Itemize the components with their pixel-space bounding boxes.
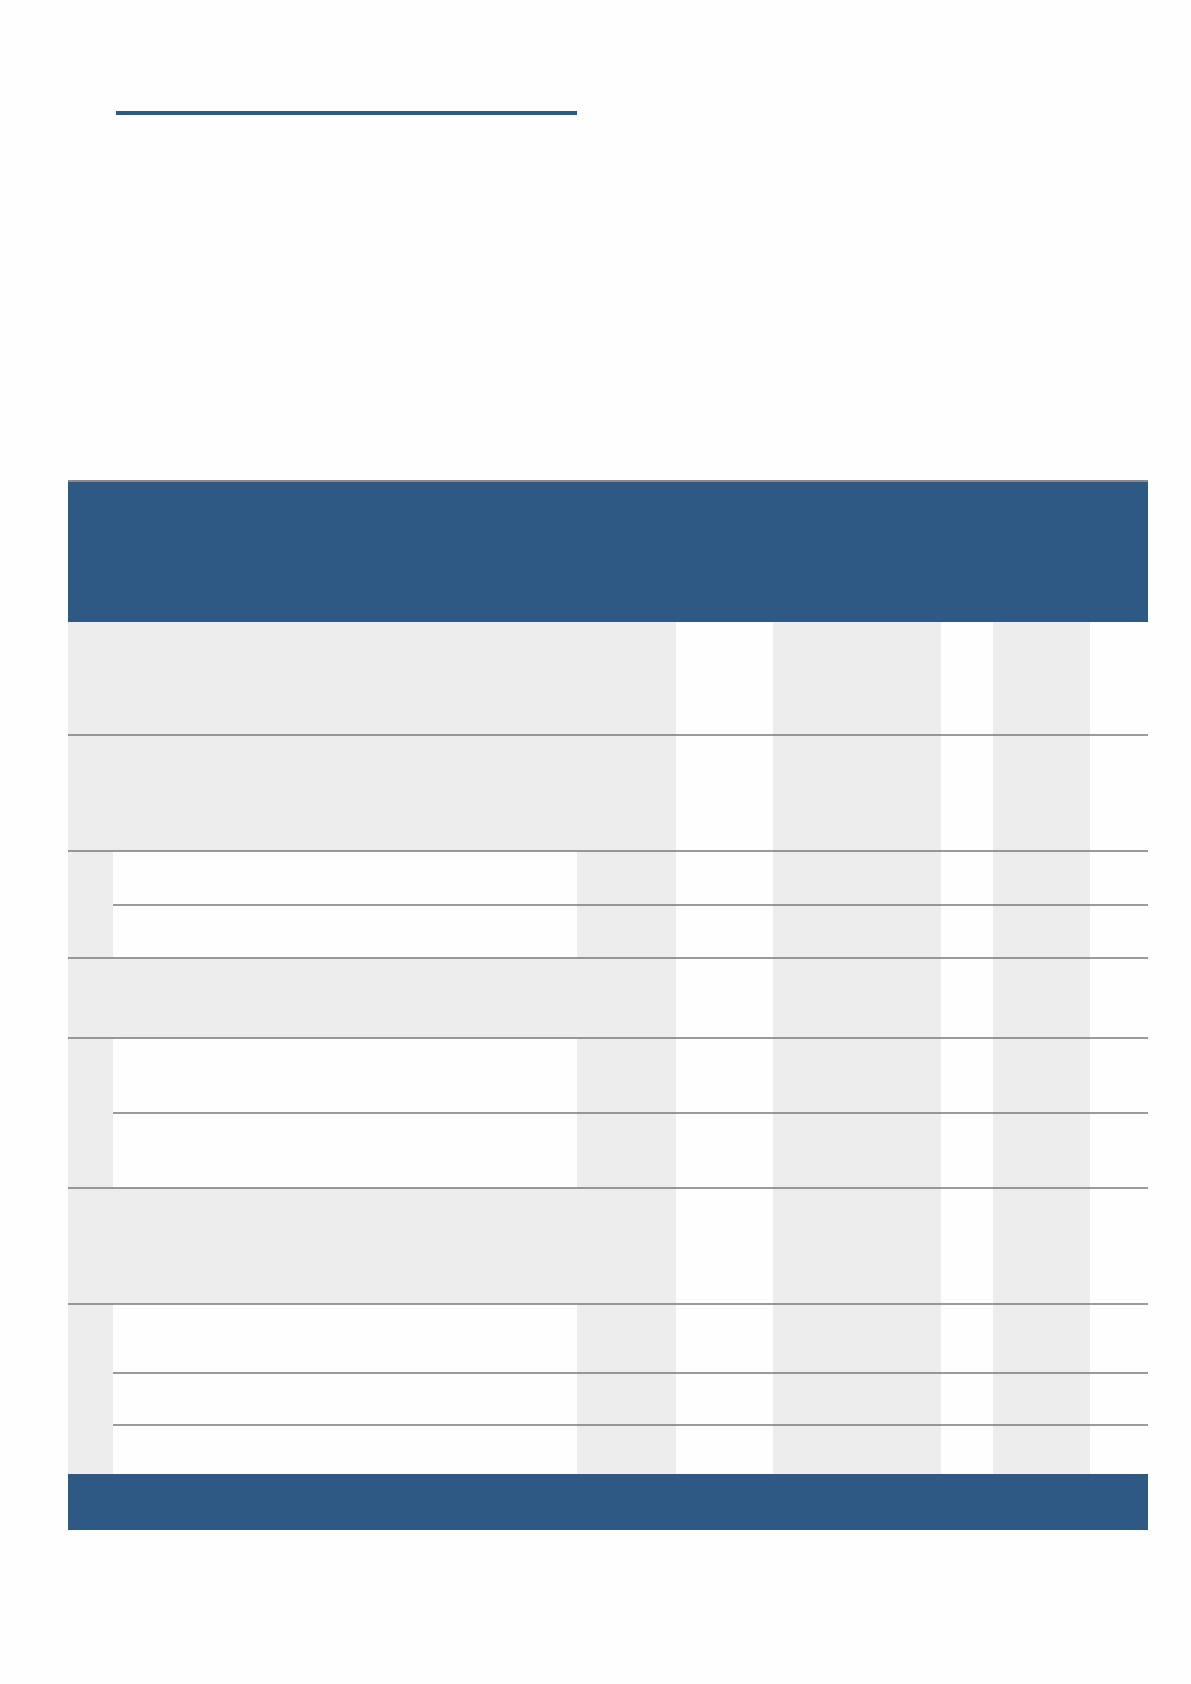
- table: [68, 480, 1148, 1530]
- main-row-shading: [68, 622, 676, 1304]
- group-indent: [68, 1304, 113, 1474]
- column-shade: [993, 622, 1090, 1474]
- row-shade: [68, 622, 676, 735]
- table-footer: [68, 1474, 1148, 1530]
- row-shade: [68, 735, 676, 851]
- row-shade: [68, 1188, 676, 1304]
- row-shade: [577, 1304, 676, 1474]
- group-indent: [68, 851, 113, 958]
- row-rules: [68, 734, 1148, 1426]
- title-rule: [116, 111, 577, 115]
- group-indent: [68, 1038, 113, 1188]
- table-header: [68, 480, 1148, 622]
- row-shade: [68, 958, 676, 1038]
- column-shade: [773, 622, 941, 1474]
- group-row-shading: [68, 851, 676, 1474]
